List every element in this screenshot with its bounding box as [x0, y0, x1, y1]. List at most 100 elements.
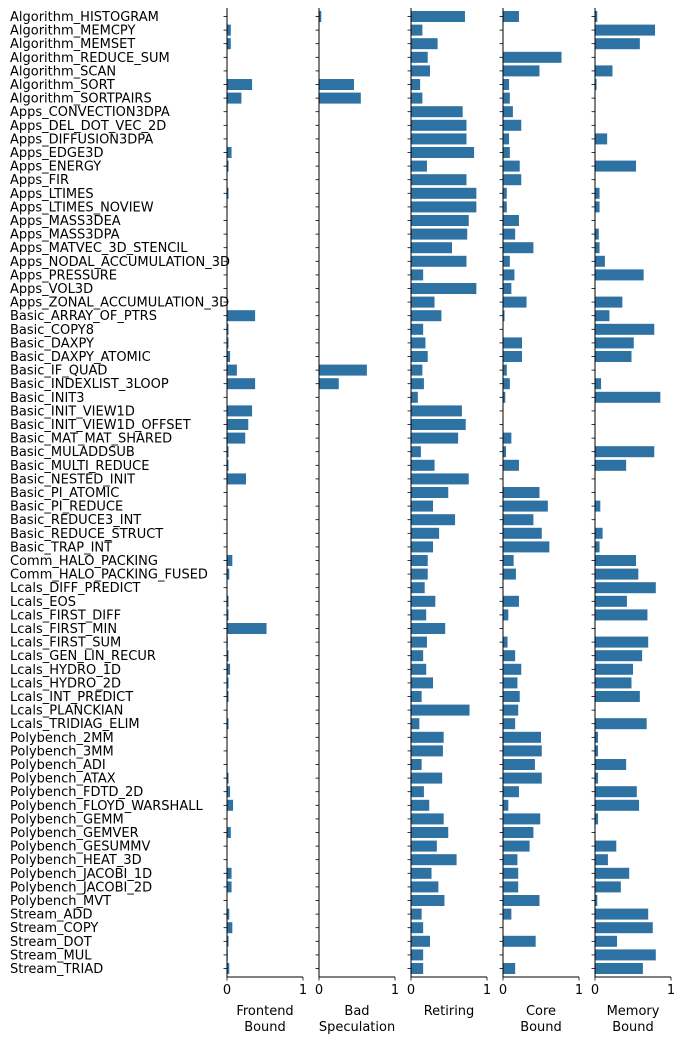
bar — [319, 11, 322, 22]
x-axis-label: Bound — [244, 1020, 286, 1035]
bar — [503, 337, 522, 349]
bar — [595, 582, 656, 594]
bar — [595, 799, 640, 811]
category-label: Comm_HALO_PACKING — [10, 554, 158, 569]
bar — [595, 813, 599, 825]
category-label: Algorithm_HISTOGRAM — [10, 10, 159, 25]
bar — [411, 840, 437, 852]
bar — [503, 881, 519, 893]
bar — [595, 351, 632, 362]
bar — [595, 459, 627, 471]
bar — [595, 201, 600, 213]
bar — [503, 432, 512, 444]
bar — [411, 119, 467, 131]
bar — [411, 487, 449, 498]
bar — [595, 527, 603, 539]
bar — [411, 677, 434, 689]
bar — [595, 568, 639, 580]
bar — [503, 106, 513, 118]
x-axis-label: Speculation — [319, 1020, 395, 1035]
x-tick-label: 1 — [667, 983, 675, 998]
category-label: Polybench_GEMVER — [10, 826, 139, 841]
bar — [411, 351, 428, 362]
bar — [503, 840, 530, 852]
category-label: Lcals_EOS — [10, 595, 76, 610]
bar — [411, 718, 420, 730]
category-label: Algorithm_MEMCPY — [10, 24, 135, 39]
bar — [595, 500, 601, 512]
bar — [227, 459, 229, 471]
x-axis-label: Frontend — [236, 1004, 293, 1019]
category-label: Apps_CONVECTION3DPA — [10, 105, 170, 120]
bar — [411, 759, 422, 770]
bar — [411, 51, 428, 63]
bar — [411, 133, 467, 145]
bar — [503, 527, 542, 539]
bar — [503, 799, 509, 811]
bar — [503, 759, 535, 770]
bar — [503, 813, 541, 825]
bar — [411, 922, 424, 934]
category-label: Apps_VOL3D — [10, 282, 93, 297]
bar — [595, 609, 648, 621]
bar — [595, 895, 598, 906]
bar — [503, 228, 516, 240]
category-label: Basic_INIT_VIEW1D — [10, 404, 135, 419]
category-label: Polybench_3MM — [10, 744, 114, 759]
bar — [503, 391, 506, 403]
category-label: Apps_MATVEC_3D_STENCIL — [10, 241, 188, 256]
bar — [595, 867, 630, 879]
bar — [595, 11, 598, 22]
bar — [503, 283, 512, 294]
category-label: Lcals_FIRST_MIN — [10, 622, 117, 637]
bar — [595, 786, 637, 798]
bar — [227, 555, 233, 566]
bar — [411, 446, 421, 458]
bar — [227, 473, 246, 485]
bar — [411, 419, 466, 430]
category-label: Apps_EDGE3D — [10, 146, 103, 161]
bar — [503, 663, 522, 675]
category-label: Basic_PI_REDUCE — [10, 500, 123, 515]
bar — [227, 881, 232, 893]
bar — [595, 731, 599, 743]
bar — [503, 963, 516, 974]
category-label: Basic_INIT3 — [10, 391, 85, 406]
x-tick-label: 1 — [575, 983, 583, 998]
x-tick-label: 0 — [223, 983, 231, 998]
bar — [411, 459, 435, 471]
bar — [411, 555, 428, 566]
bar — [227, 405, 253, 417]
bar — [227, 568, 230, 580]
category-label: Apps_MASS3DPA — [10, 228, 120, 243]
bar — [411, 24, 423, 36]
bar — [595, 323, 655, 335]
category-label: Basic_PI_ATOMIC — [10, 486, 119, 501]
bar — [503, 854, 518, 866]
bar — [227, 79, 253, 90]
bar — [227, 677, 229, 689]
category-label: Polybench_FDTD_2D — [10, 785, 143, 800]
bar — [227, 595, 229, 607]
category-label: Apps_FIR — [10, 173, 69, 188]
bar — [411, 908, 422, 920]
bar — [503, 119, 522, 131]
bar — [503, 718, 516, 730]
bar — [595, 446, 655, 458]
bar — [503, 500, 548, 512]
category-label: Stream_DOT — [10, 935, 92, 950]
bar — [595, 24, 656, 36]
bar — [595, 677, 632, 689]
category-label: Apps_NODAL_ACCUMULATION_3D — [10, 255, 230, 270]
bar — [411, 691, 422, 702]
bar — [411, 527, 440, 539]
bar — [411, 11, 465, 22]
category-label: Lcals_HYDRO_2D — [10, 676, 121, 691]
bar — [503, 786, 519, 798]
bar — [411, 242, 453, 254]
bar — [503, 677, 518, 689]
bar — [227, 867, 232, 879]
bar — [595, 949, 656, 961]
category-label: Stream_COPY — [10, 921, 98, 936]
